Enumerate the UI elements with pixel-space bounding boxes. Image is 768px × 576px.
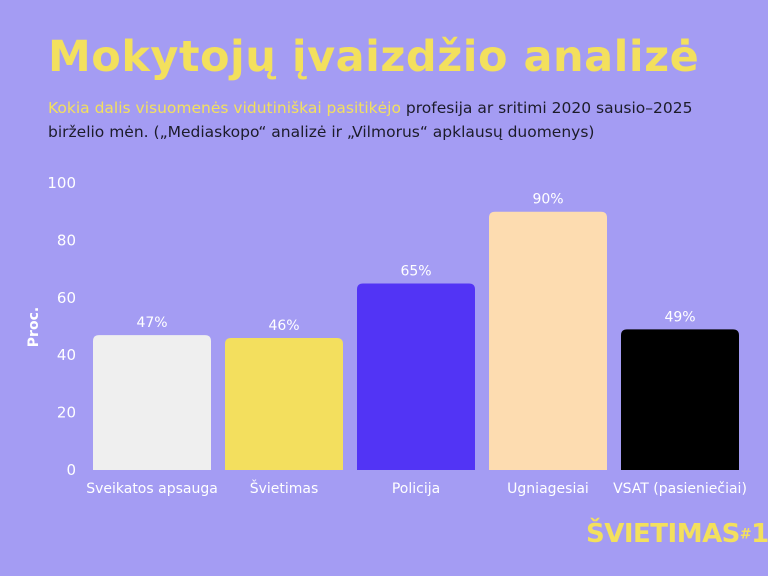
x-tick-label: Ugniagesiai: [507, 481, 589, 497]
bar-value-label: 47%: [136, 315, 167, 331]
y-tick-label: 60: [57, 289, 76, 307]
y-tick-label: 100: [47, 174, 76, 192]
bar: [621, 329, 739, 470]
subtitle-rest: profesija ar sritimi 2020 sausio–2025 bi…: [48, 99, 693, 141]
y-axis-label: Proc.: [26, 307, 42, 347]
y-tick-label: 80: [57, 231, 76, 249]
bar: [489, 211, 607, 470]
chart-subtitle: Kokia dalis visuomenės vidutiniškai pasi…: [48, 96, 738, 144]
bar: [93, 335, 211, 470]
bar-value-label: 65%: [400, 263, 431, 279]
subtitle-highlight: Kokia dalis visuomenės vidutiniškai pasi…: [48, 99, 401, 117]
bar-value-label: 46%: [268, 318, 299, 334]
y-tick-label: 40: [57, 346, 76, 364]
logo-text: ŠVIETIMAS: [586, 519, 740, 549]
x-tick-label: Sveikatos apsauga: [86, 481, 218, 497]
y-tick-label: 20: [57, 404, 76, 422]
bar: [225, 337, 343, 470]
x-tick-label: Švietimas: [250, 479, 319, 497]
page-title: Mokytojų įvaizdžio analizė: [48, 32, 700, 82]
bar-value-label: 49%: [664, 309, 695, 325]
bar: [357, 283, 475, 470]
y-tick-label: 0: [66, 461, 76, 479]
logo-number: 1: [751, 519, 768, 549]
svietimas-logo: ŠVIETIMAS#1: [586, 519, 768, 549]
logo-hash: #: [739, 526, 752, 543]
x-tick-label: Policija: [392, 481, 440, 497]
bar-value-label: 90%: [532, 192, 563, 208]
x-tick-label: VSAT (pasieniečiai): [613, 481, 747, 497]
